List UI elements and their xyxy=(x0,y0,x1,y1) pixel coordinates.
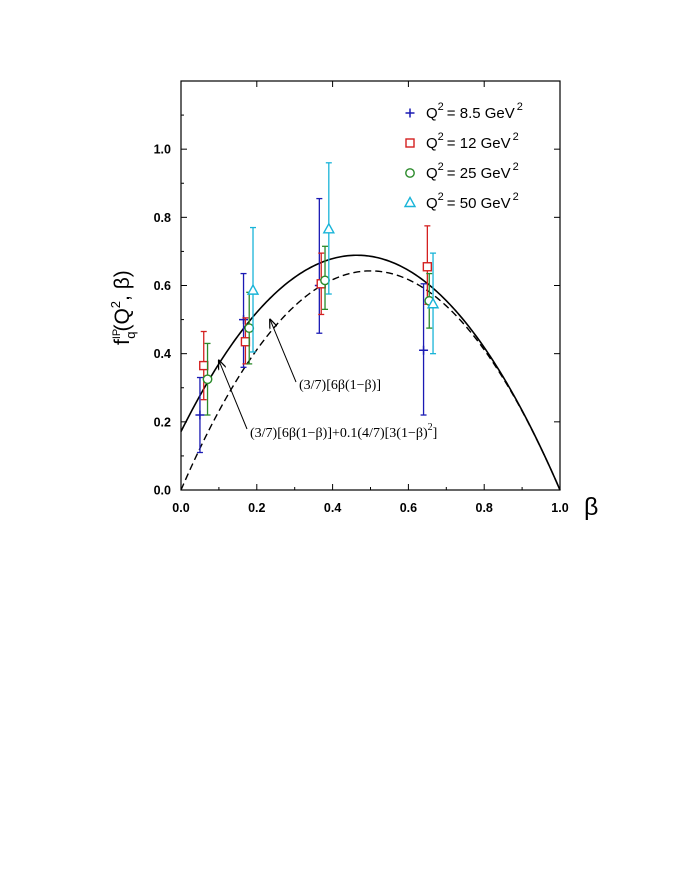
legend-label: Q2 = 50 GeV 2 xyxy=(426,191,519,212)
annotation-solid-curve: (3/7)[6β(1−β)]+0.1(4/7)[3(1−β)2] xyxy=(219,360,437,441)
data-point xyxy=(240,337,251,347)
x-tick-label: 0.0 xyxy=(172,501,189,515)
y-tick-label: 0.4 xyxy=(154,347,171,361)
data-point xyxy=(244,323,255,334)
y-tick-label: 1.0 xyxy=(154,143,171,157)
series-circle xyxy=(202,245,435,416)
data-point xyxy=(322,222,335,234)
x-tick-label: 1.0 xyxy=(551,501,568,515)
x-tick-label: 0.2 xyxy=(248,501,265,515)
curve-dashed xyxy=(180,270,561,491)
data-point xyxy=(202,374,213,385)
curves xyxy=(180,254,561,491)
annotation-label: (3/7)[6β(1−β)] xyxy=(299,378,381,393)
series-plus xyxy=(195,197,429,454)
data-point xyxy=(422,262,433,272)
annotation-arrow xyxy=(219,360,248,430)
x-tick-label: 0.6 xyxy=(400,501,417,515)
series-triangle xyxy=(246,162,440,355)
data-point xyxy=(426,297,440,309)
curve-solid xyxy=(180,254,561,491)
legend-marker xyxy=(405,138,415,148)
axis-ticks: 0.0 0.2 0.4 0.6 0.8 1.0 0.0 0.2 0.4 0.6 0.8 1.0 xyxy=(154,81,569,515)
x-tick-label: 0.8 xyxy=(476,501,493,515)
legend-label: Q2 = 12 GeV 2 xyxy=(426,131,519,152)
data-point xyxy=(320,275,330,286)
y-tick-label: 0.2 xyxy=(154,415,171,429)
legend-marker xyxy=(405,168,415,178)
legend-marker xyxy=(405,108,415,118)
legend-marker xyxy=(403,196,417,208)
y-axis-title: fIPq(Q2, β) xyxy=(108,270,138,345)
legend-label: Q2 = 8.5 GeV 2 xyxy=(426,101,523,122)
data-point xyxy=(419,345,429,355)
y-tick-label: 0.0 xyxy=(154,484,171,498)
legend-label: Q2 = 25 GeV 2 xyxy=(426,161,519,182)
data-point xyxy=(195,410,205,420)
data-point xyxy=(199,360,209,371)
x-axis-title: β xyxy=(584,493,598,521)
data-point xyxy=(246,283,260,295)
data-point xyxy=(239,315,249,325)
series-square xyxy=(199,225,433,401)
annotation-dashed-curve: (3/7)[6β(1−β)] xyxy=(270,320,381,393)
y-tick-label: 0.6 xyxy=(154,279,171,293)
annotation-label: (3/7)[6β(1−β)]+0.1(4/7)[3(1−β)2] xyxy=(250,422,437,441)
y-tick-label: 0.8 xyxy=(154,211,171,225)
annotation-arrow xyxy=(270,320,297,383)
x-tick-label: 0.4 xyxy=(324,501,341,515)
legend: Q2 = 8.5 GeV 2 Q2 = 12 GeV 2 Q2 = 25 GeV 2 Q2 = 50… xyxy=(403,101,523,212)
data-points xyxy=(195,162,440,454)
